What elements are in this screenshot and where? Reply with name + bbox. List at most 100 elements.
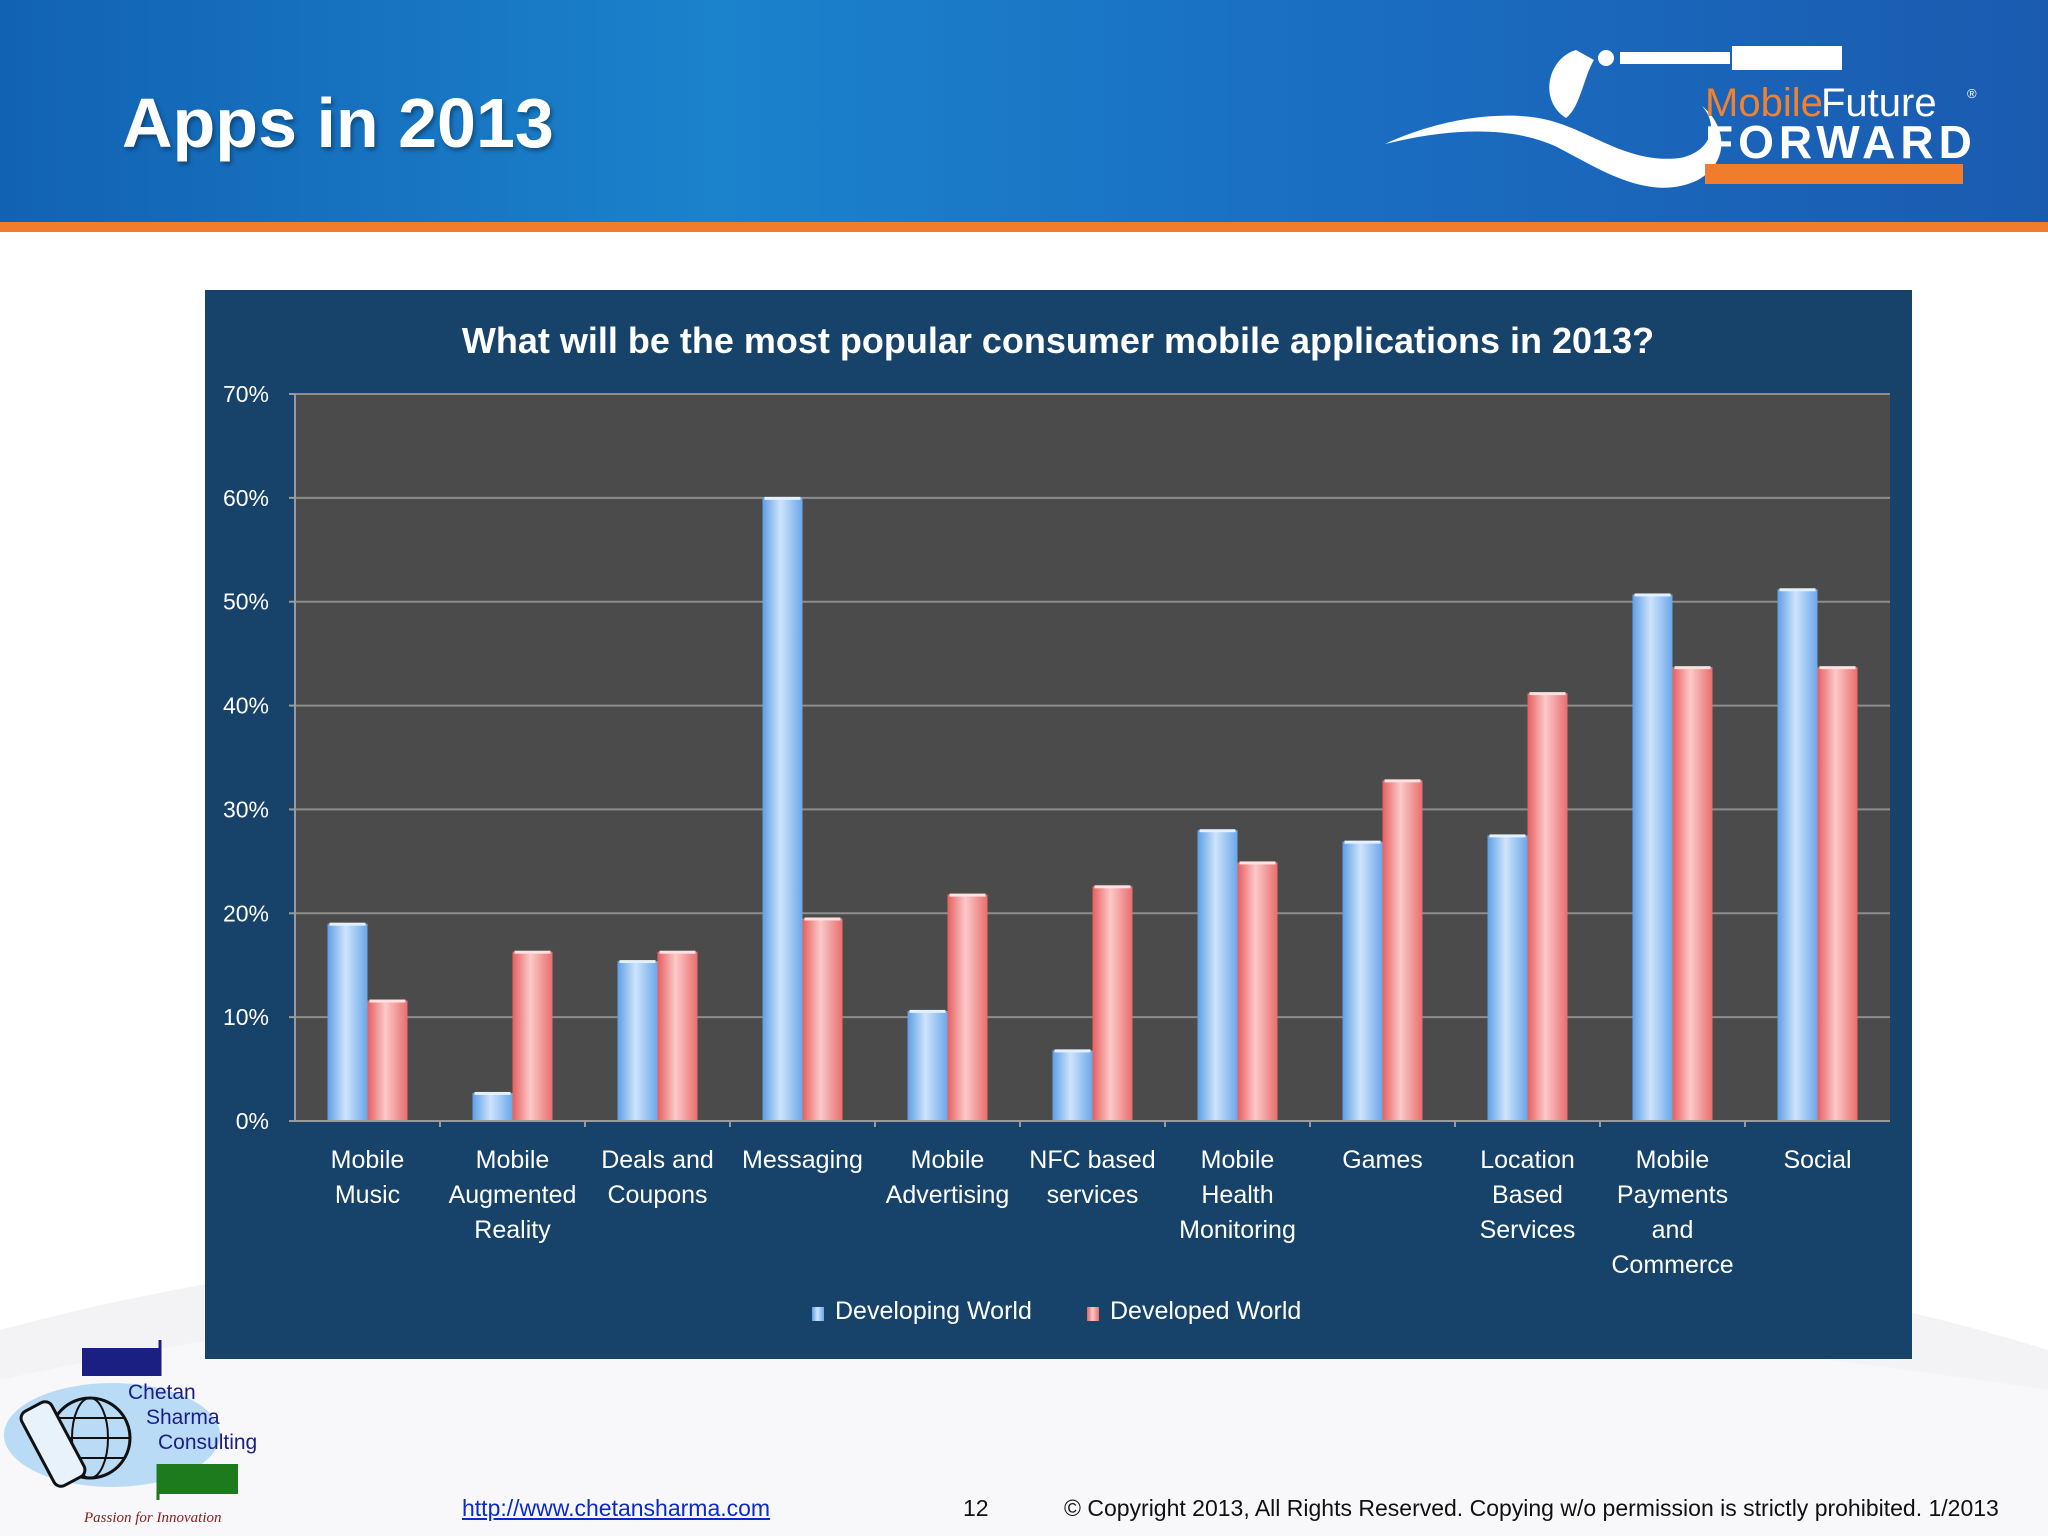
slide-title: Apps in 2013 [122,84,554,162]
legend-swatch-developed [1087,1307,1099,1321]
bar-cap [1634,593,1671,597]
footer-url-link[interactable]: http://www.chetansharma.com [462,1495,771,1521]
x-tick-label: and [1652,1216,1694,1244]
bar-developing-1 [472,1092,513,1121]
x-tick-label: Games [1342,1146,1423,1174]
x-tick-label: Services [1480,1216,1576,1244]
logo-future-text: Future [1821,81,1937,125]
x-tick-label: NFC based [1029,1146,1155,1174]
bar-cap [1489,834,1526,838]
y-tick-label-70: 70% [223,381,269,407]
gridlines [295,393,1890,1019]
legend: Developing World Developed World [812,1297,1301,1325]
bar-cap [1819,666,1856,670]
x-tick-label: services [1047,1181,1139,1209]
bar-cap [1054,1049,1091,1053]
x-tick-label: Mobile [911,1146,985,1174]
csc-line2: Sharma [146,1406,220,1429]
bar-developed-4 [947,894,988,1121]
x-tick-label: Reality [474,1216,551,1244]
footer-page-number: 12 [963,1495,989,1521]
bar-developing-0 [327,923,368,1121]
bar-developing-7 [1342,841,1383,1121]
x-tick-label: Mobile [331,1146,405,1174]
logo-mobile-text: Mobile [1705,81,1823,125]
bar-cap [369,999,406,1003]
header-accent-bar [0,222,2048,232]
bar-developed-1 [512,951,553,1121]
bar-developed-8 [1527,693,1568,1121]
bar-developing-2 [617,961,658,1121]
bar-cap [514,950,551,954]
x-tick-label: Mobile [476,1146,550,1174]
x-tick-label: Mobile [1636,1146,1710,1174]
x-tick-label: Coupons [607,1181,707,1209]
legend-label-developing: Developing World [835,1297,1032,1325]
bar-developed-6 [1237,862,1278,1121]
bar-cap [1199,829,1236,833]
y-tick-label-40: 40% [223,693,269,719]
x-tick-label: Messaging [742,1146,863,1174]
bar-cap [764,496,801,500]
legend-label-developed: Developed World [1110,1297,1301,1325]
x-tick-label: Deals and [601,1146,714,1174]
bar-cap [659,950,696,954]
bars [327,496,1858,1121]
phone-globe-icon: Chetan Sharma Consulting Passion for Inn… [4,1340,257,1526]
csc-tagline: Passion for Innovation [83,1510,222,1526]
bar-cap [1344,840,1381,844]
x-tick-label: Location [1480,1146,1575,1174]
x-tick-label: Advertising [886,1181,1010,1209]
csc-line3: Consulting [158,1431,257,1454]
y-tick-label-20: 20% [223,900,269,926]
bar-cap [1239,861,1276,865]
bar-cap [619,960,656,964]
bar-developing-3 [762,497,803,1121]
logo-forward-text: FORWARD [1705,116,1977,168]
y-axis-ticks: 0% 10% 20% 30% 40% 50% 60% 70% [223,381,295,1134]
x-tick-label: Mobile [1201,1146,1275,1174]
bar-cap [1674,666,1711,670]
y-tick-label-0: 0% [236,1108,269,1134]
chart-title: What will be the most popular consumer m… [462,320,1654,361]
x-tick-label: Commerce [1611,1251,1733,1279]
y-tick-label-10: 10% [223,1004,269,1030]
logo-registered-mark: ® [1967,86,1977,101]
bar-developing-5 [1052,1050,1093,1121]
footer-copyright: © Copyright 2013, All Rights Reserved. C… [1064,1495,1999,1521]
bar-cap [1384,779,1421,783]
bar-cap [804,917,841,921]
y-tick-label-50: 50% [223,589,269,615]
bar-developing-6 [1197,830,1238,1121]
y-tick-label-30: 30% [223,796,269,822]
bar-cap [1779,588,1816,592]
bar-cap [474,1091,511,1095]
bar-developed-5 [1092,886,1133,1121]
bar-developed-3 [802,918,843,1121]
x-tick-label: Music [335,1181,400,1209]
bar-cap [909,1009,946,1013]
bar-cap [1094,885,1131,889]
y-tick-label-60: 60% [223,485,269,511]
bar-developing-9 [1632,594,1673,1121]
bar-developed-10 [1817,667,1858,1121]
legend-swatch-developing [812,1307,824,1321]
bar-cap [949,893,986,897]
bar-developed-9 [1672,667,1713,1121]
bar-developed-0 [367,1000,408,1121]
chart-panel: What will be the most popular consumer m… [205,290,1912,1359]
bar-cap [329,922,366,926]
x-tick-label: Monitoring [1179,1216,1296,1244]
logo-underline-bar [1705,164,1963,184]
telescope-swoosh-icon: Mobile Future ® FORWARD [1385,46,1977,188]
bar-cap [1529,692,1566,696]
x-tick-label: Augmented [449,1181,577,1209]
bar-developed-2 [657,951,698,1121]
x-tick-label: Health [1201,1181,1273,1209]
bar-developed-7 [1382,780,1423,1121]
x-axis-labels: Mobile Music Mobile Augmented Reality Deals a… [331,1121,1852,1279]
x-tick-label: Payments [1617,1181,1728,1209]
bar-developing-8 [1487,835,1528,1121]
csc-line1: Chetan [128,1381,196,1404]
x-tick-label: Social [1783,1146,1851,1174]
